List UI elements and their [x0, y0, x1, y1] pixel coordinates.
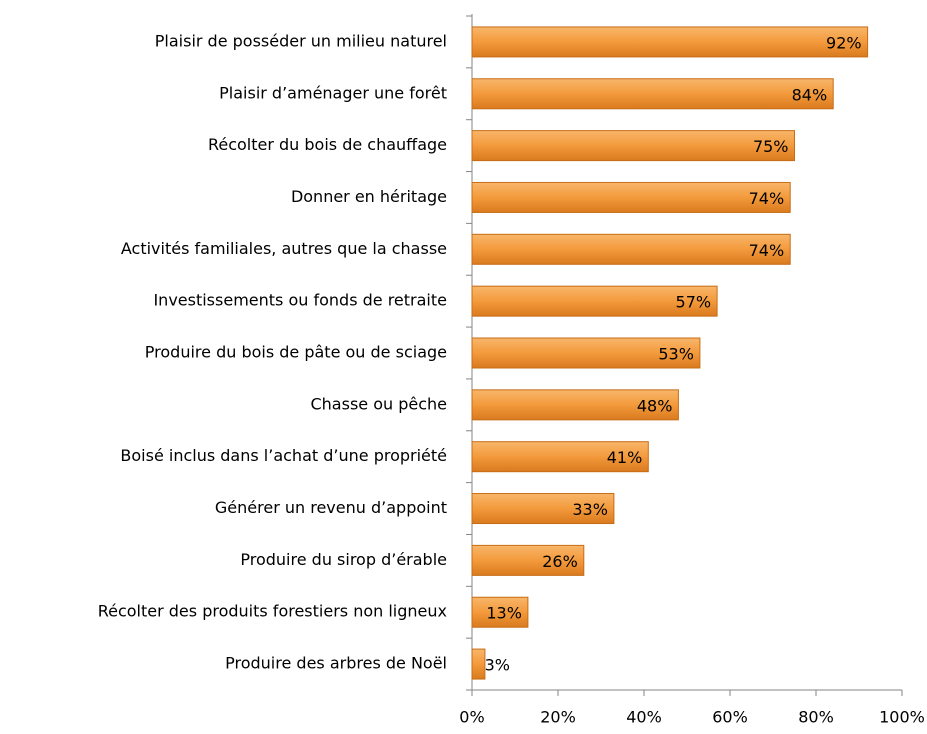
bar [471, 78, 834, 110]
category-label: Récolter des produits forestiers non lig… [98, 602, 447, 621]
bar [471, 648, 486, 680]
bar [471, 233, 791, 265]
category-label: Boisé inclus dans l’achat d’une propriét… [120, 446, 447, 465]
category-label: Activités familiales, autres que la chas… [121, 239, 447, 258]
value-label: 33% [572, 500, 608, 519]
category-label: Générer un revenu d’appoint [215, 498, 447, 517]
bar [471, 26, 869, 58]
bar [471, 596, 529, 628]
x-tick-label: 100% [879, 708, 925, 727]
category-label: Récolter du bois de chauffage [208, 135, 447, 154]
value-label: 26% [542, 552, 578, 571]
x-tick-label: 40% [626, 708, 662, 727]
category-label: Plaisir de posséder un milieu naturel [155, 31, 447, 50]
bar [471, 285, 718, 317]
bar [471, 544, 585, 576]
value-label: 41% [607, 448, 643, 467]
category-label: Produire des arbres de Noël [225, 654, 447, 673]
value-label: 75% [753, 137, 789, 156]
value-label: 84% [792, 85, 828, 104]
bar [471, 441, 649, 473]
value-label: 13% [486, 604, 522, 623]
bar [471, 130, 795, 162]
x-tick-label: 0% [459, 708, 484, 727]
value-label: 74% [749, 241, 785, 260]
bar [471, 337, 701, 369]
x-tick-label: 80% [798, 708, 834, 727]
value-label: 3% [485, 656, 510, 675]
bar [471, 389, 679, 421]
category-label: Investissements ou fonds de retraite [153, 291, 447, 310]
value-label: 74% [749, 189, 785, 208]
value-label: 57% [676, 293, 712, 312]
category-label: Produire du sirop d’érable [240, 550, 447, 569]
bar [471, 493, 615, 525]
category-label: Donner en héritage [291, 187, 447, 206]
bar [471, 181, 791, 213]
category-label: Plaisir d’aménager une forêt [219, 83, 447, 102]
value-label: 92% [826, 33, 862, 52]
category-label: Produire du bois de pâte ou de sciage [145, 343, 447, 362]
x-tick-label: 60% [712, 708, 748, 727]
value-label: 48% [637, 396, 673, 415]
category-label: Chasse ou pêche [310, 394, 447, 413]
x-tick-label: 20% [540, 708, 576, 727]
value-label: 53% [658, 345, 694, 364]
